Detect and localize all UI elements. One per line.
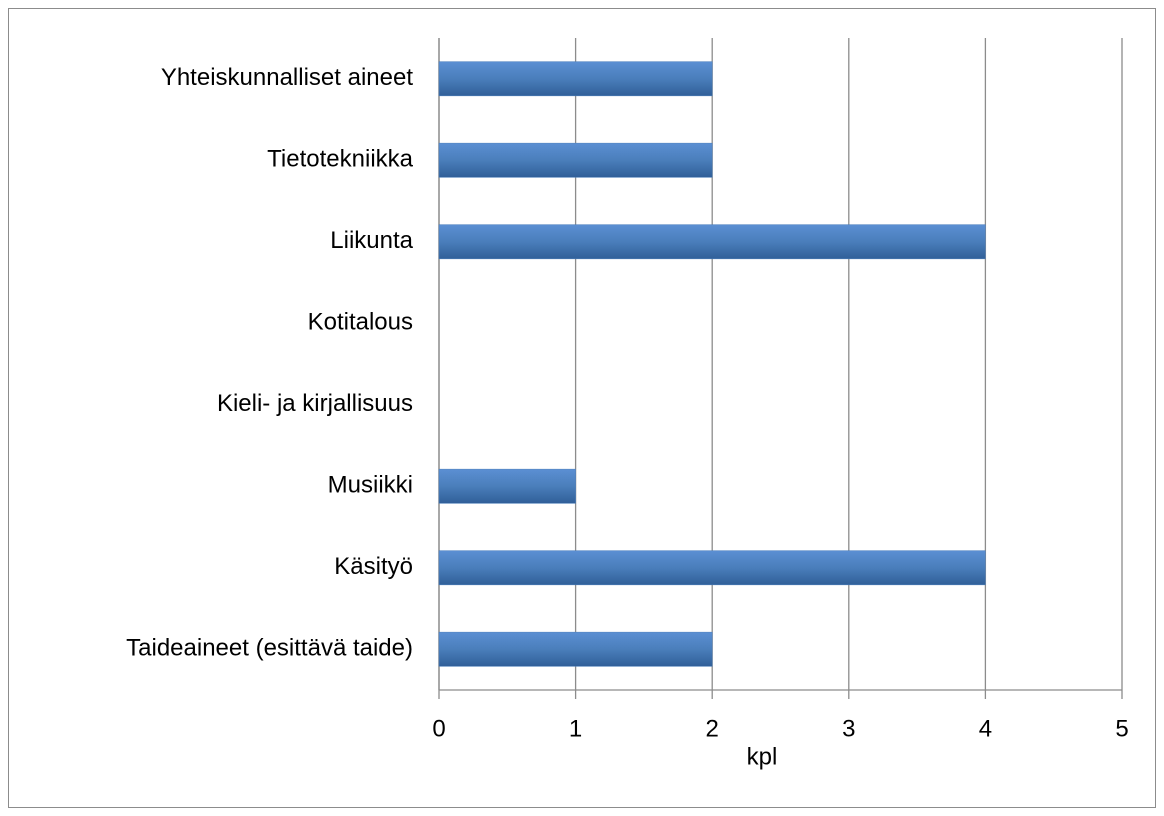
bar xyxy=(438,224,986,260)
bar xyxy=(438,468,576,504)
bar xyxy=(438,61,713,97)
y-tick-label: Taideaineet (esittävä taide) xyxy=(126,635,413,662)
bar xyxy=(438,550,986,586)
y-tick-label: Yhteiskunnalliset aineet xyxy=(161,64,413,91)
x-tick-label: 3 xyxy=(842,715,855,742)
bar xyxy=(438,631,713,667)
x-tick-label: 5 xyxy=(1115,715,1128,742)
x-axis-label: kpl xyxy=(747,743,778,770)
y-tick-label: Kieli- ja kirjallisuus xyxy=(217,390,413,417)
y-tick-label: Musiikki xyxy=(328,472,413,499)
x-tick-label: 4 xyxy=(979,715,992,742)
x-tick-label: 0 xyxy=(432,715,445,742)
y-tick-label: Tietotekniikka xyxy=(267,146,413,173)
chart-border xyxy=(8,8,1156,808)
y-tick-label: Käsityö xyxy=(334,553,413,580)
x-tick-label: 2 xyxy=(706,715,719,742)
y-tick-label: Kotitalous xyxy=(308,309,413,336)
bar xyxy=(438,142,713,178)
y-tick-label: Liikunta xyxy=(330,227,413,254)
x-tick-label: 1 xyxy=(569,715,582,742)
